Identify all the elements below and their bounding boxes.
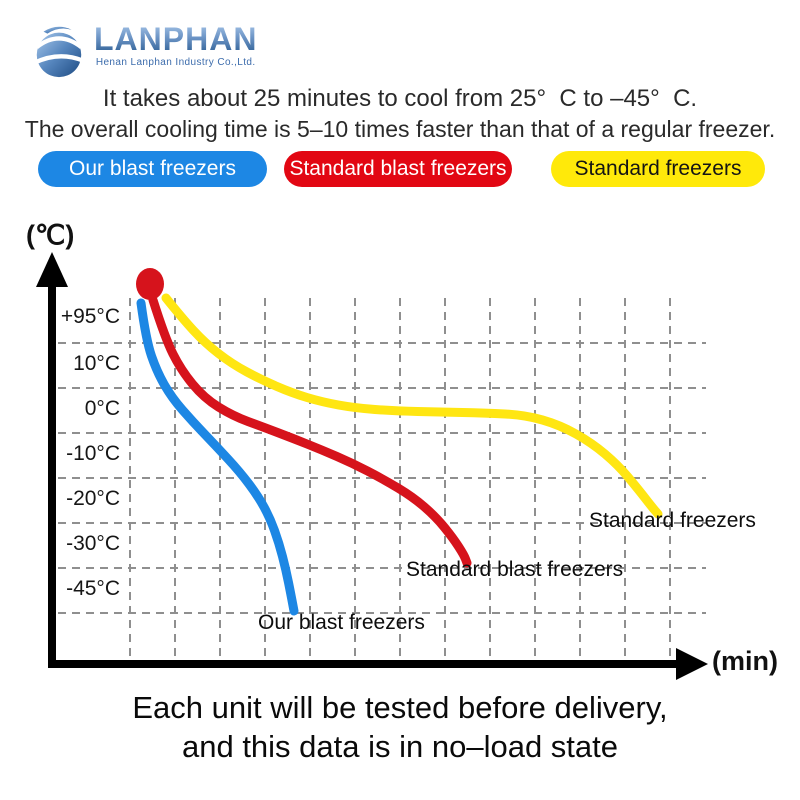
- y-tick-label: -30°C: [66, 532, 120, 555]
- y-tick-label: -20°C: [66, 487, 120, 510]
- y-tick-label: -45°C: [66, 577, 120, 600]
- x-axis-arrow-icon: [676, 648, 708, 680]
- brand-logo: LANPHAN Henan Lanphan Industry Co.,Ltd.: [30, 22, 257, 80]
- curve-label-standard-freezers: Standard freezers: [589, 509, 756, 532]
- legend-pill-0: Our blast freezers: [38, 151, 267, 187]
- y-tick-label: +95°C: [60, 305, 120, 328]
- curve-standard_blast_freezers: [148, 295, 472, 568]
- globe-swirl-icon: [33, 26, 84, 78]
- axes-layer: [36, 252, 708, 680]
- legend-pill-label: Standard freezers: [574, 157, 742, 180]
- brand-name: LANPHAN: [94, 21, 258, 57]
- marker-layer: [136, 268, 164, 300]
- x-axis-unit-label: (min): [712, 646, 778, 676]
- start-temperature-dot: [136, 268, 164, 300]
- curve-our_blast_freezers: [136, 298, 299, 616]
- legend-pill-label: Standard blast freezers: [289, 157, 507, 180]
- y-tick-label: 0°C: [84, 397, 120, 420]
- legend-pill-label: Our blast freezers: [69, 157, 236, 180]
- legend-pill-1: Standard blast freezers: [284, 151, 512, 187]
- headline-cooling-time: It takes about 25 minutes to cool from 2…: [102, 85, 698, 112]
- curve-standard_freezers: [161, 293, 663, 519]
- headline-comparison: The overall cooling time is 5–10 times f…: [24, 116, 776, 142]
- series-layer: [136, 293, 663, 616]
- footer-noload-line: and this data is in no–load state: [181, 729, 619, 764]
- legend-pill-2: Standard freezers: [551, 151, 765, 187]
- curve-label-standard-blast-freezers: Standard blast freezers: [406, 558, 624, 581]
- y-axis-unit-label: (℃): [26, 220, 75, 250]
- y-tick-label: -10°C: [66, 442, 120, 465]
- footer-tested-line: Each unit will be tested before delivery…: [132, 690, 668, 725]
- brand-subtitle: Henan Lanphan Industry Co.,Ltd.: [95, 57, 256, 68]
- y-axis-arrow-icon: [36, 252, 68, 287]
- y-tick-label: 10°C: [73, 352, 120, 375]
- curve-label-our-blast-freezers: Our blast freezers: [258, 611, 425, 634]
